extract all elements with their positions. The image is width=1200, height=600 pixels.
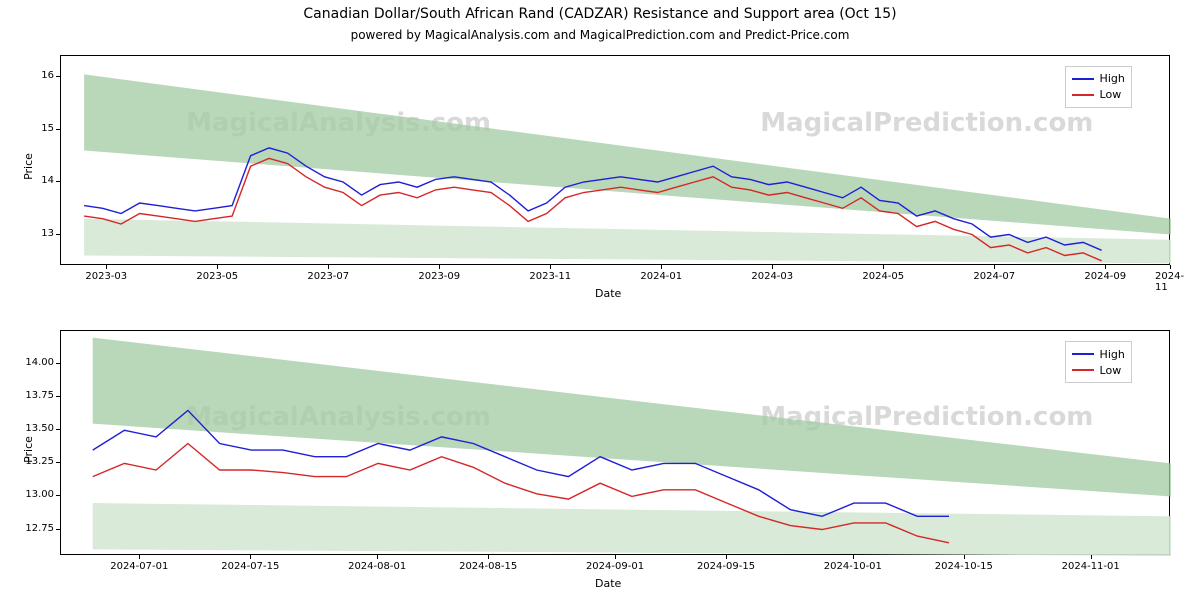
- x-tick-mark: [217, 265, 218, 269]
- x-tick-mark: [439, 265, 440, 269]
- x-tick-label: 2024-11-01: [1062, 561, 1120, 572]
- x-tick-mark: [615, 555, 616, 559]
- legend-label-low: Low: [1100, 364, 1122, 377]
- x-tick-label: 2024-09: [1084, 271, 1126, 282]
- y-tick-mark: [56, 529, 60, 530]
- chart-panel-bottom: MagicalAnalysis.comMagicalPrediction.com: [60, 330, 1170, 555]
- support-band: [84, 219, 1171, 264]
- x-tick-mark: [726, 555, 727, 559]
- y-tick-mark: [56, 462, 60, 463]
- legend-swatch-high: [1072, 78, 1094, 80]
- y-tick-mark: [56, 234, 60, 235]
- legend-label-low: Low: [1100, 88, 1122, 101]
- x-tick-label: 2023-11: [529, 271, 571, 282]
- x-tick-label: 2023-05: [196, 271, 238, 282]
- y-tick-label: 13.75: [25, 390, 54, 401]
- x-tick-mark: [853, 555, 854, 559]
- plot-svg: [61, 56, 1171, 266]
- x-tick-mark: [661, 265, 662, 269]
- x-tick-mark: [550, 265, 551, 269]
- legend: High Low: [1065, 66, 1132, 108]
- x-tick-label: 2024-08-01: [348, 561, 406, 572]
- x-tick-label: 2024-09-01: [586, 561, 644, 572]
- support-band: [93, 503, 1171, 556]
- chart-title: Canadian Dollar/South African Rand (CADZ…: [0, 6, 1200, 22]
- resistance-band: [93, 338, 1171, 497]
- legend-item-high: High: [1072, 71, 1125, 87]
- x-tick-label: 2024-07-15: [221, 561, 279, 572]
- y-tick-label: 16: [41, 70, 54, 81]
- y-tick-label: 13.50: [25, 423, 54, 434]
- plot-svg: [61, 331, 1171, 556]
- x-tick-label: 2024-03: [751, 271, 793, 282]
- x-tick-mark: [772, 265, 773, 269]
- legend-item-high: High: [1072, 346, 1125, 362]
- y-tick-mark: [56, 76, 60, 77]
- y-tick-mark: [56, 363, 60, 364]
- x-tick-label: 2024-09-15: [697, 561, 755, 572]
- x-tick-label: 2023-07: [307, 271, 349, 282]
- x-tick-label: 2024-05: [862, 271, 904, 282]
- x-tick-label: 2024-08-15: [459, 561, 517, 572]
- y-tick-label: 14: [41, 175, 54, 186]
- x-tick-label: 2024-10-01: [824, 561, 882, 572]
- legend-item-low: Low: [1072, 362, 1125, 378]
- y-axis-label: Price: [22, 436, 35, 463]
- y-tick-mark: [56, 181, 60, 182]
- x-tick-mark: [994, 265, 995, 269]
- x-tick-mark: [488, 555, 489, 559]
- x-tick-mark: [1091, 555, 1092, 559]
- y-tick-label: 14.00: [25, 357, 54, 368]
- x-tick-mark: [250, 555, 251, 559]
- x-tick-mark: [106, 265, 107, 269]
- x-tick-label: 2024-01: [640, 271, 682, 282]
- x-axis-label: Date: [595, 577, 621, 590]
- x-tick-mark: [964, 555, 965, 559]
- x-axis-label: Date: [595, 287, 621, 300]
- x-tick-mark: [328, 265, 329, 269]
- y-tick-mark: [56, 396, 60, 397]
- legend-label-high: High: [1100, 72, 1125, 85]
- x-tick-mark: [1105, 265, 1106, 269]
- legend-item-low: Low: [1072, 87, 1125, 103]
- y-tick-mark: [56, 495, 60, 496]
- legend-swatch-high: [1072, 353, 1094, 355]
- legend: High Low: [1065, 341, 1132, 383]
- x-tick-label: 2024-07-01: [110, 561, 168, 572]
- y-tick-mark: [56, 129, 60, 130]
- resistance-band: [84, 74, 1171, 234]
- chart-subtitle: powered by MagicalAnalysis.com and Magic…: [0, 28, 1200, 42]
- y-tick-label: 15: [41, 123, 54, 134]
- x-tick-mark: [377, 555, 378, 559]
- y-tick-label: 13.00: [25, 489, 54, 500]
- legend-label-high: High: [1100, 348, 1125, 361]
- y-tick-label: 12.75: [25, 523, 54, 534]
- x-tick-mark: [883, 265, 884, 269]
- y-axis-label: Price: [22, 153, 35, 180]
- x-tick-mark: [139, 555, 140, 559]
- x-tick-label: 2024-11: [1155, 271, 1185, 293]
- x-tick-mark: [1170, 265, 1171, 269]
- x-tick-label: 2023-03: [85, 271, 127, 282]
- x-tick-label: 2024-07: [973, 271, 1015, 282]
- chart-panel-top: MagicalAnalysis.comMagicalPrediction.com: [60, 55, 1170, 265]
- y-tick-mark: [56, 429, 60, 430]
- legend-swatch-low: [1072, 369, 1094, 371]
- x-tick-label: 2024-10-15: [935, 561, 993, 572]
- legend-swatch-low: [1072, 94, 1094, 96]
- y-tick-label: 13: [41, 228, 54, 239]
- x-tick-label: 2023-09: [418, 271, 460, 282]
- chart-container: Canadian Dollar/South African Rand (CADZ…: [0, 0, 1200, 600]
